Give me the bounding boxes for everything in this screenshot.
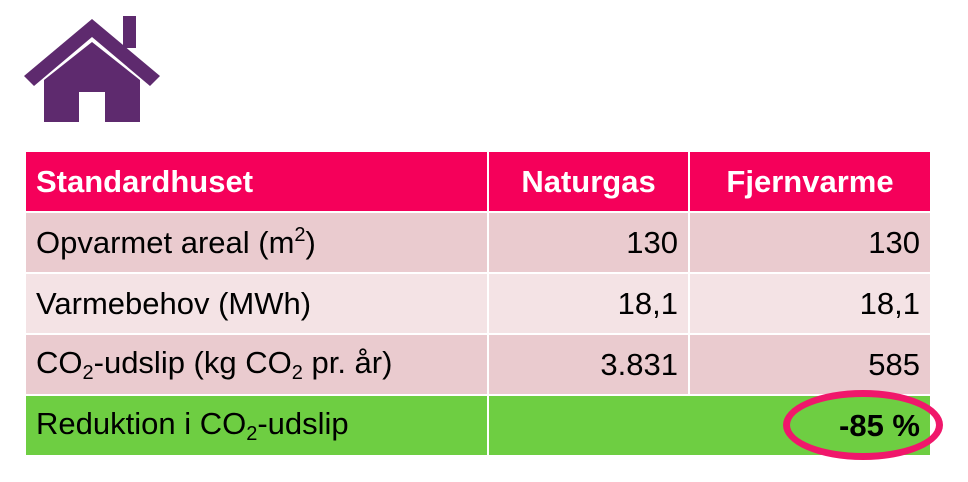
cell-naturgas-heat-demand: 18,1 <box>487 272 690 335</box>
cell-fjernvarme-area: 130 <box>688 211 932 274</box>
header-naturgas: Naturgas <box>487 150 690 213</box>
row-label-area: Opvarmet areal (m2) <box>24 211 489 274</box>
cell-fjernvarme-co2: 585 <box>688 333 932 396</box>
table-row: Varmebehov (MWh) 18,1 18,1 <box>24 272 932 335</box>
house-icon <box>24 16 160 122</box>
cell-naturgas-co2: 3.831 <box>487 333 690 396</box>
result-value: -85 % <box>487 394 932 457</box>
row-label-heat-demand: Varmebehov (MWh) <box>24 272 489 335</box>
cell-naturgas-area: 130 <box>487 211 690 274</box>
header-fjernvarme: Fjernvarme <box>688 150 932 213</box>
cell-fjernvarme-heat-demand: 18,1 <box>688 272 932 335</box>
result-row: Reduktion i CO2-udslip -85 % <box>24 394 932 457</box>
row-label-co2: CO2-udslip (kg CO2 pr. år) <box>24 333 489 396</box>
table-row: CO2-udslip (kg CO2 pr. år) 3.831 585 <box>24 333 932 396</box>
comparison-table: Standardhuset Naturgas Fjernvarme Opvarm… <box>24 150 932 457</box>
header-label: Standardhuset <box>24 150 489 213</box>
result-label: Reduktion i CO2-udslip <box>24 394 489 457</box>
table-header-row: Standardhuset Naturgas Fjernvarme <box>24 150 932 213</box>
table-row: Opvarmet areal (m2) 130 130 <box>24 211 932 274</box>
